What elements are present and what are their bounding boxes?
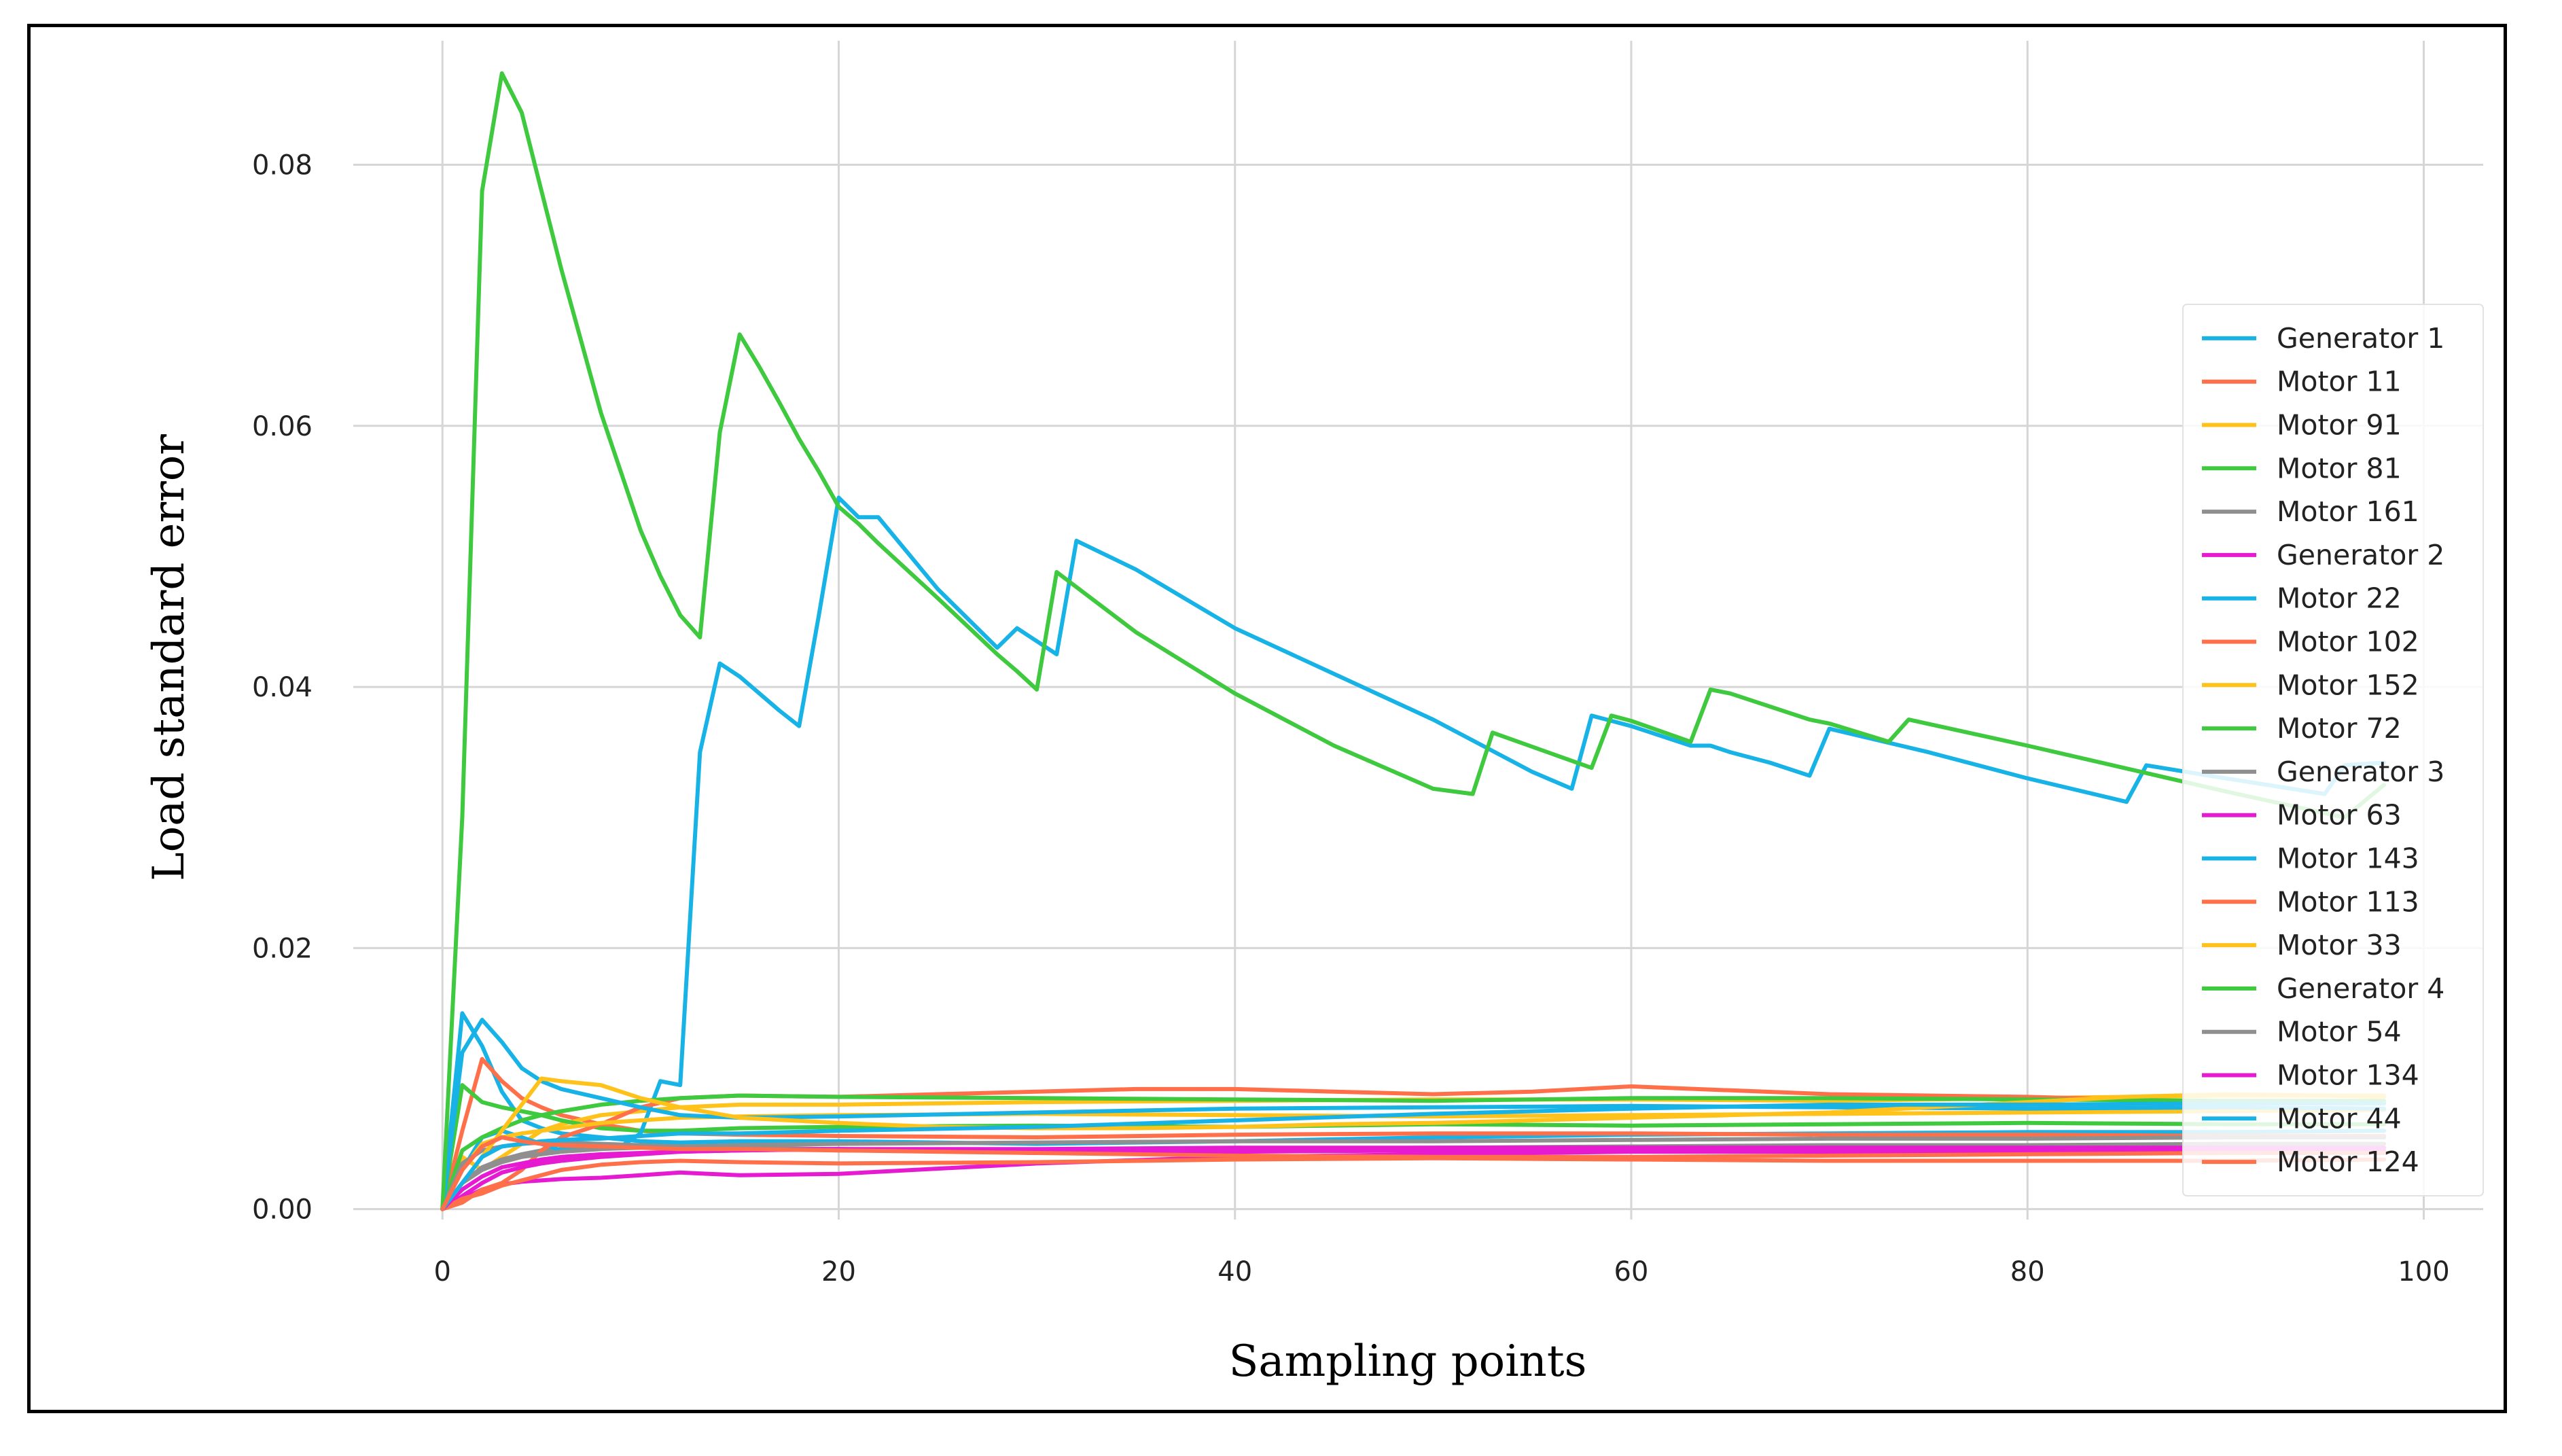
legend-label: Motor 143 <box>2277 842 2419 875</box>
legend-label: Motor 22 <box>2277 582 2402 615</box>
x-axis-label: Sampling points <box>1229 1336 1587 1387</box>
legend-label: Motor 113 <box>2277 885 2419 918</box>
legend-label: Motor 11 <box>2277 366 2402 398</box>
legend-label: Motor 152 <box>2277 669 2419 701</box>
axis-ticks: 0 20 40 60 80 100 0.00 0.02 0.04 0.06 0.08 <box>252 150 2450 1288</box>
x-tick-label: 0 <box>434 1256 451 1288</box>
legend-label: Motor 33 <box>2277 929 2402 961</box>
legend-label: Motor 81 <box>2277 452 2402 484</box>
legend-box <box>2182 304 2484 1196</box>
legend-label: Motor 63 <box>2277 799 2402 832</box>
y-tick-label: 0.06 <box>252 411 313 442</box>
legend-label: Motor 161 <box>2277 495 2419 528</box>
grid-lines <box>353 41 2483 1220</box>
figure-frame <box>27 24 2507 1413</box>
series-line-motor-81 <box>440 1083 2387 1211</box>
legend-label: Generator 4 <box>2277 972 2444 1005</box>
series-line-generator-4 <box>440 71 2387 1211</box>
series-line-motor-124 <box>440 1135 2387 1211</box>
x-tick-label: 80 <box>2010 1256 2045 1288</box>
series-line-motor-44 <box>440 1101 2387 1211</box>
series-line-motor-91 <box>440 1093 2387 1211</box>
y-tick-label: 0.08 <box>252 150 313 181</box>
legend-label: Motor 54 <box>2277 1016 2402 1048</box>
legend-label: Motor 124 <box>2277 1146 2419 1178</box>
legend-label: Motor 91 <box>2277 409 2402 442</box>
legend-label: Generator 2 <box>2277 539 2444 571</box>
legend-label: Motor 44 <box>2277 1102 2402 1135</box>
y-tick-label: 0.00 <box>252 1194 313 1226</box>
legend-label: Motor 72 <box>2277 712 2402 745</box>
legend: Generator 1 Motor 11 Motor 91 Motor 81 Motor… <box>2182 304 2484 1196</box>
series-lines <box>440 71 2387 1211</box>
y-axis-label: Load standard error <box>144 434 194 881</box>
legend-label: Motor 134 <box>2277 1059 2419 1092</box>
x-tick-label: 100 <box>2398 1256 2449 1288</box>
y-tick-label: 0.02 <box>252 933 313 964</box>
series-line-motor-54 <box>440 1135 2387 1211</box>
legend-label: Motor 102 <box>2277 626 2419 658</box>
x-tick-label: 60 <box>1614 1256 1649 1288</box>
x-tick-label: 20 <box>821 1256 856 1288</box>
legend-label: Generator 1 <box>2277 322 2444 355</box>
x-tick-label: 40 <box>1217 1256 1252 1288</box>
legend-label: Generator 3 <box>2277 756 2444 788</box>
series-line-motor-113 <box>440 1156 2387 1211</box>
y-tick-label: 0.04 <box>252 672 313 703</box>
